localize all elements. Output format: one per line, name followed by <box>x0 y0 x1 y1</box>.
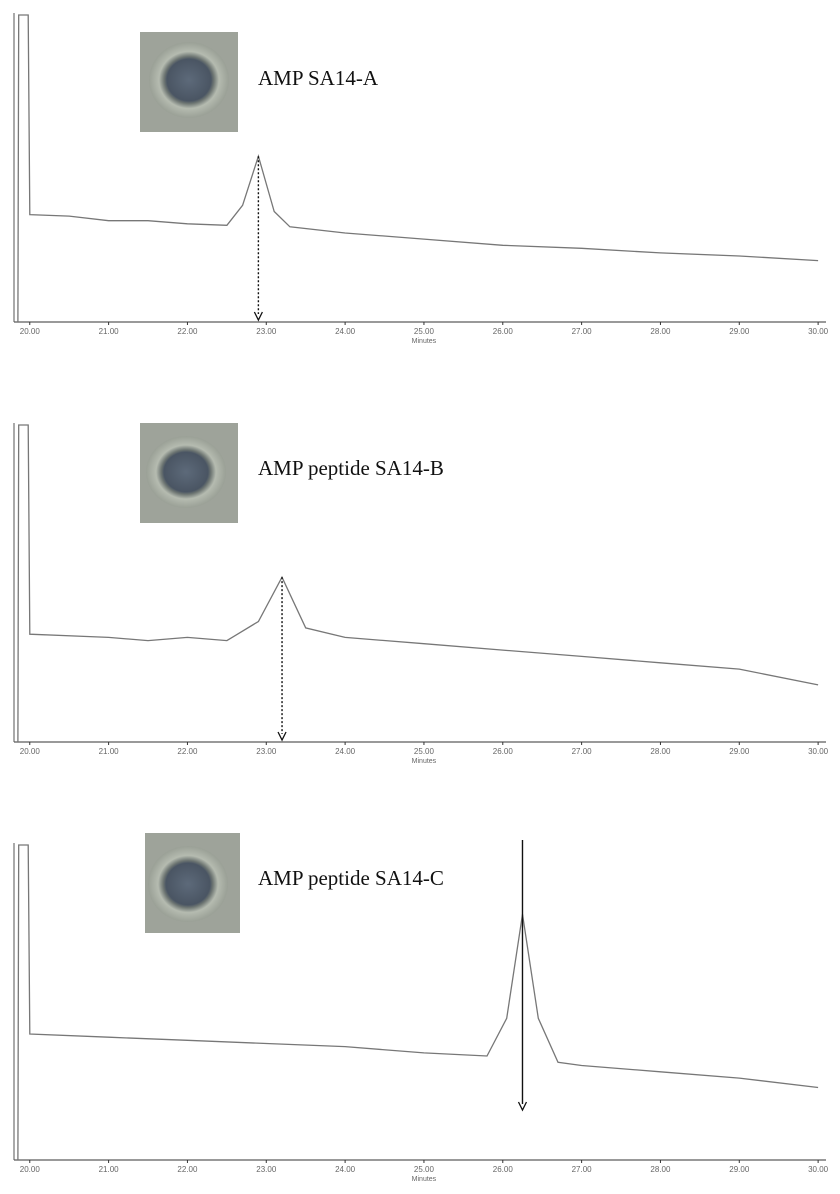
well-photo <box>140 423 238 523</box>
x-tick-label: 22.00 <box>177 1165 198 1174</box>
x-tick-label: 22.00 <box>177 747 198 756</box>
x-tick-label: 27.00 <box>572 1165 593 1174</box>
x-tick-label: 24.00 <box>335 747 356 756</box>
x-tick-label: 30.00 <box>808 747 829 756</box>
x-tick-label: 25.00 <box>414 1165 435 1174</box>
well-photo <box>145 833 240 933</box>
x-tick-label: 26.00 <box>493 327 514 336</box>
annotation: AMP SA14-A <box>258 66 379 90</box>
x-tick-label: 24.00 <box>335 1165 356 1174</box>
x-tick-label: 27.00 <box>572 327 593 336</box>
annotation: AMP peptide SA14-B <box>258 456 444 480</box>
x-tick-label: 21.00 <box>99 327 120 336</box>
trace <box>17 844 819 1161</box>
x-axis-label: Minutes <box>412 338 437 345</box>
x-tick-label: 24.00 <box>335 327 356 336</box>
x-tick-label: 29.00 <box>729 1165 750 1174</box>
x-tick-label: 29.00 <box>729 747 750 756</box>
x-axis-label: Minutes <box>412 1176 437 1183</box>
x-tick-label: 23.00 <box>256 747 277 756</box>
x-tick-label: 26.00 <box>493 747 514 756</box>
x-tick-label: 30.00 <box>808 327 829 336</box>
x-axis-label: Minutes <box>412 758 437 765</box>
arrow-head <box>277 731 287 742</box>
x-tick-label: 23.00 <box>256 327 277 336</box>
annotation: AMP peptide SA14-C <box>258 866 444 890</box>
x-tick-label: 21.00 <box>99 747 120 756</box>
x-tick-label: 26.00 <box>493 1165 514 1174</box>
x-tick-label: 23.00 <box>256 1165 277 1174</box>
x-tick-label: 20.00 <box>20 1165 41 1174</box>
well-photo <box>140 32 238 132</box>
x-tick-label: 30.00 <box>808 1165 829 1174</box>
x-tick-label: 28.00 <box>650 1165 671 1174</box>
x-tick-label: 28.00 <box>650 327 671 336</box>
x-tick-label: 22.00 <box>177 327 198 336</box>
x-tick-label: 27.00 <box>572 747 593 756</box>
x-tick-label: 28.00 <box>650 747 671 756</box>
arrow-head <box>253 311 263 322</box>
x-tick-label: 29.00 <box>729 327 750 336</box>
x-tick-label: 20.00 <box>20 747 41 756</box>
x-tick-label: 25.00 <box>414 327 435 336</box>
x-tick-label: 21.00 <box>99 1165 120 1174</box>
trace <box>17 424 819 743</box>
x-tick-label: 25.00 <box>414 747 435 756</box>
trace <box>17 14 819 323</box>
x-tick-label: 20.00 <box>20 327 41 336</box>
arrow-head <box>517 1101 528 1112</box>
